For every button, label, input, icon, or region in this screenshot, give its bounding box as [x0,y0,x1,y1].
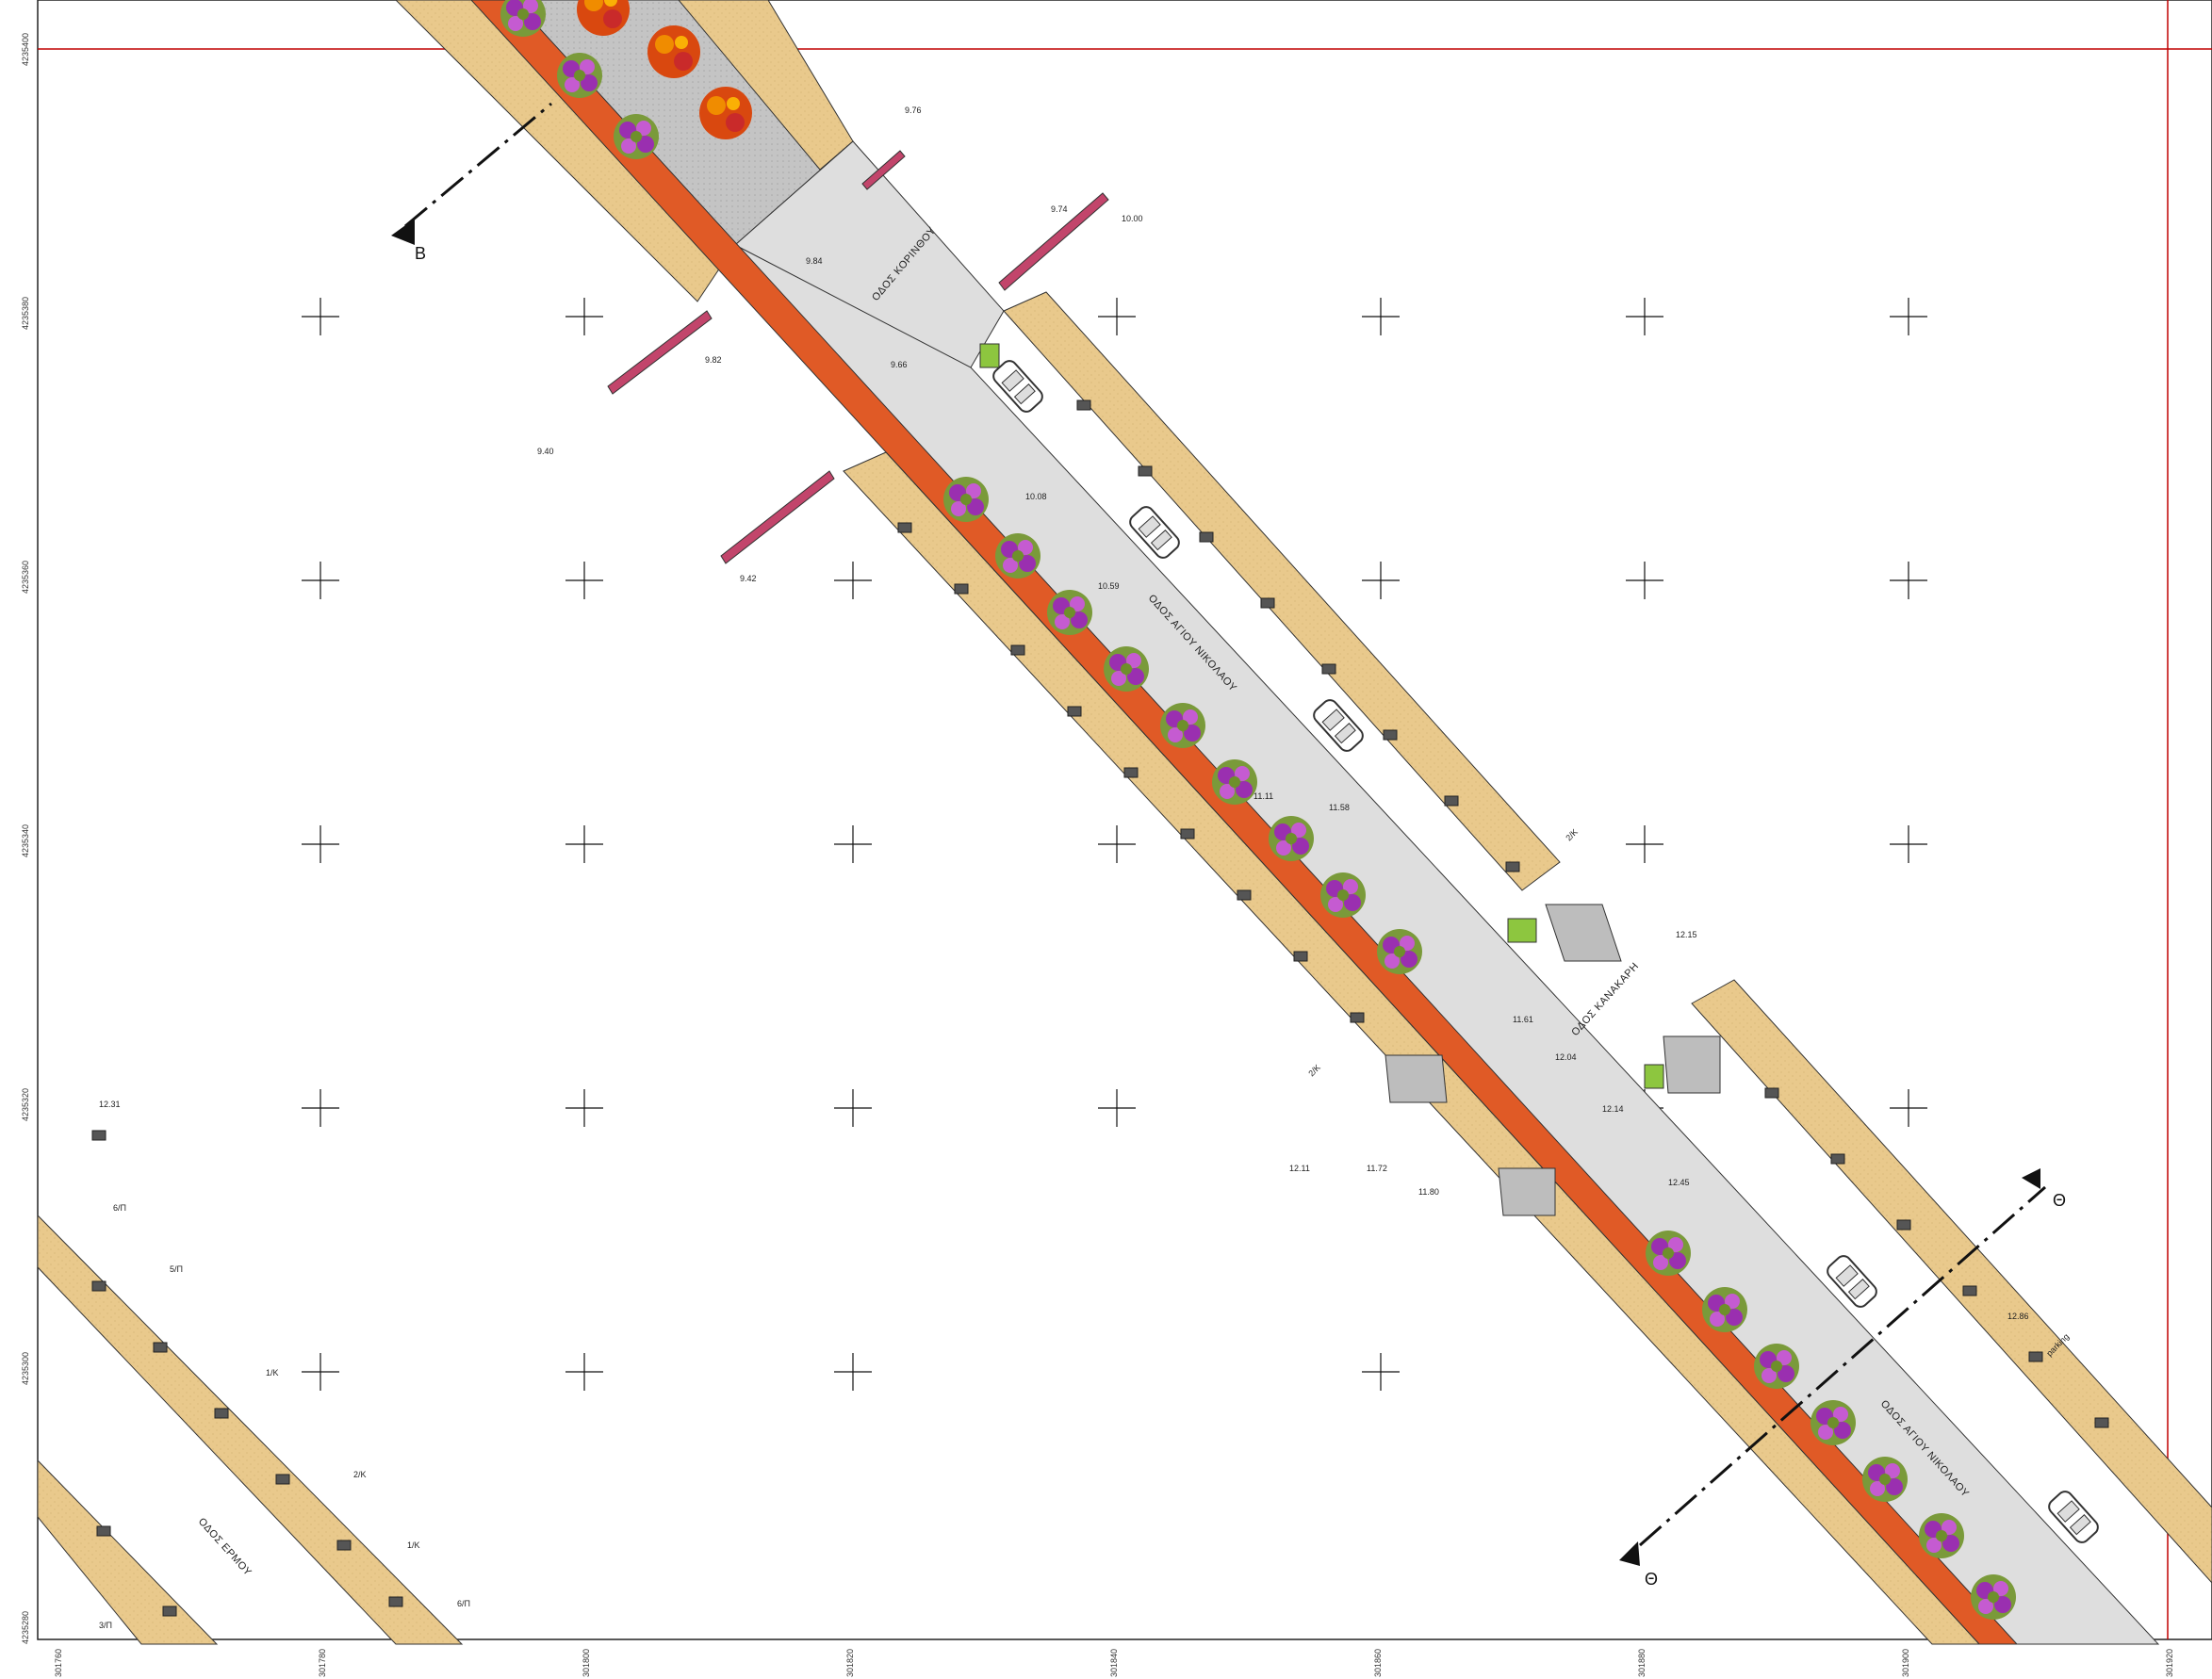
building-label-2: 5/Π [170,1264,183,1274]
x-label-301880: 301880 [1637,1649,1647,1677]
svg-text:12.31: 12.31 [99,1100,121,1109]
svg-text:9.76: 9.76 [905,106,922,115]
street-label-kanakari: ΟΔΟΣ ΚΑΝΑΚΑΡΗ [1569,960,1641,1038]
svg-text:12.11: 12.11 [1289,1164,1310,1173]
sidewalk-right-upper [1003,291,1561,891]
svg-text:11.72: 11.72 [1367,1164,1387,1173]
building-label-4: 2/Κ [353,1470,367,1479]
grass-patch-1 [979,343,1000,368]
section-arrow-b [391,219,415,245]
y-label-4235280: 4235280 [21,1611,30,1644]
corner-plaza-2 [1385,1054,1448,1103]
x-label-301820: 301820 [845,1649,855,1677]
svg-text:9.74: 9.74 [1051,204,1068,214]
crosswalks [607,150,1109,564]
building-label-5: 1/Κ [407,1540,420,1550]
corner-plaza-1 [1545,904,1622,962]
sidewalk-lower-left [843,451,1981,1645]
y-label-4235360: 4235360 [21,561,30,594]
section-arrow-theta-bottom [1619,1541,1640,1566]
road-main [734,244,2160,1645]
crosswalk-4 [861,150,906,190]
grass-patch-2 [1507,918,1537,943]
drawing-frame [37,0,2212,1640]
ermou-sidewalk-upper [37,1214,464,1645]
cars [989,356,2103,1547]
svg-text:12.86: 12.86 [2007,1312,2029,1321]
svg-text:9.40: 9.40 [537,447,554,456]
svg-text:12.04: 12.04 [1555,1052,1577,1062]
building-label-8: 2/Κ [1564,827,1580,843]
svg-text:10.00: 10.00 [1122,214,1143,223]
svg-text:11.11: 11.11 [1253,791,1273,801]
building-label-6: 6/Π [457,1599,470,1608]
corner-plaza-3 [1498,1167,1556,1216]
x-label-301800: 301800 [582,1649,591,1677]
x-label-301840: 301840 [1109,1649,1119,1677]
x-label-301780: 301780 [318,1649,327,1677]
svg-text:11.58: 11.58 [1329,803,1350,812]
grass-patch-3 [1644,1064,1664,1089]
svg-text:10.59: 10.59 [1098,581,1120,591]
ermou-sidewalk-lower [37,1459,219,1645]
corner-plaza-4 [1663,1035,1721,1094]
svg-text:9.42: 9.42 [740,574,757,583]
svg-text:12.15: 12.15 [1676,930,1697,939]
section-lines [404,102,2046,1547]
building-label-1: 6/Π [113,1203,126,1213]
x-label-301860: 301860 [1373,1649,1383,1677]
y-label-4235400: 4235400 [21,33,30,66]
x-label-301900: 301900 [1901,1649,1910,1677]
y-label-4235340: 4235340 [21,824,30,857]
building-label-3: 1/Κ [266,1368,279,1377]
section-label-theta-bottom: Θ [1645,1570,1658,1589]
building-label-9: 2/Κ [1306,1063,1322,1079]
svg-text:11.80: 11.80 [1418,1187,1439,1197]
x-label-301760: 301760 [54,1649,63,1677]
svg-text:12.45: 12.45 [1668,1178,1690,1187]
section-label-b: B [415,244,426,263]
crosswalk-3 [998,192,1109,291]
ermou-street [37,1214,464,1645]
section-label-theta-top: Θ [2053,1191,2066,1210]
crosswalk-1 [607,310,713,395]
x-label-301920: 301920 [2165,1649,2174,1677]
svg-text:9.66: 9.66 [891,360,908,369]
svg-text:11.61: 11.61 [1513,1015,1533,1024]
svg-text:10.08: 10.08 [1025,492,1047,501]
building-label-7: 3/Π [99,1621,112,1630]
section-arrow-theta-top [2022,1168,2040,1189]
svg-text:9.82: 9.82 [705,355,722,365]
sidewalk-right-lower [1691,979,2212,1584]
svg-text:9.84: 9.84 [806,256,823,266]
y-label-4235380: 4235380 [21,297,30,330]
crosswalk-2 [720,470,835,564]
y-label-4235320: 4235320 [21,1088,30,1121]
main-street [395,0,2212,1645]
svg-text:12.14: 12.14 [1602,1104,1624,1114]
street-label-ermou: ΟΔΟΣ ΕΡΜΟΥ [196,1516,254,1578]
y-label-4235300: 4235300 [21,1352,30,1385]
bike-lane [470,0,2019,1645]
elevation-annotations: 9.76 9.74 10.00 9.84 9.66 10.08 11.11 11… [99,106,2029,1321]
